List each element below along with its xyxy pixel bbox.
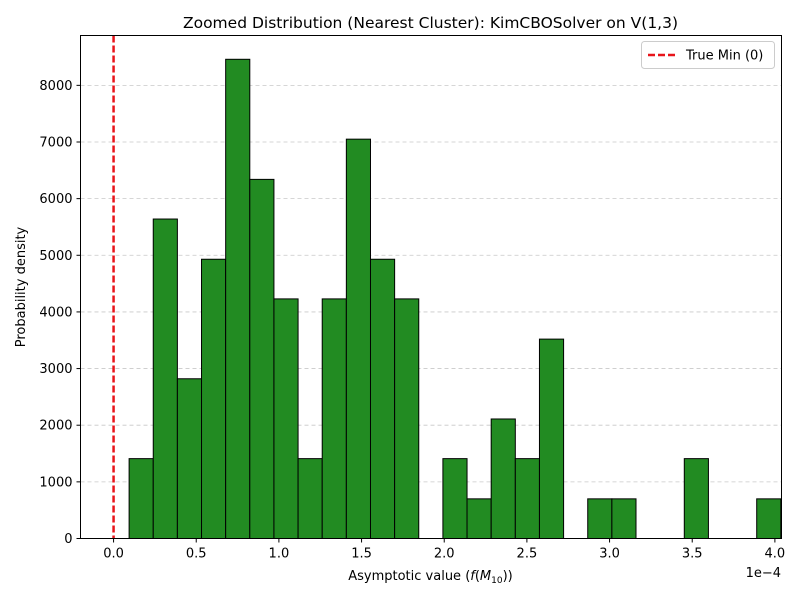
histogram-bar	[490, 418, 516, 540]
histogram-bar	[128, 458, 154, 539]
histogram-bar	[152, 218, 178, 539]
legend: True Min (0)	[641, 41, 775, 69]
histogram-bar	[683, 458, 709, 539]
histogram-bar	[611, 498, 637, 539]
histogram-bars	[128, 58, 782, 540]
histogram-bar	[176, 378, 203, 539]
x-tick-label: 3.0	[599, 547, 620, 562]
y-tick-label: 5000	[39, 249, 72, 264]
y-axis-ticks: 0 1000 2000 3000 4000 5000 6000 7000 8000	[39, 79, 81, 547]
histogram-bar	[225, 58, 251, 540]
x-tick-label: 2.0	[434, 547, 455, 562]
y-tick-label: 4000	[39, 305, 72, 320]
histogram-bar	[442, 458, 468, 539]
histogram-bar	[538, 338, 565, 539]
y-gridlines	[80, 84, 782, 483]
y-axis-label: Probability density	[14, 226, 29, 347]
y-tick-label: 0	[64, 532, 72, 547]
chart-title: Zoomed Distribution (Nearest Cluster): K…	[183, 14, 678, 32]
x-tick-label: 1.5	[351, 547, 372, 562]
histogram-bar	[369, 258, 396, 539]
x-tick-label: 0.0	[103, 547, 124, 562]
histogram-bar	[345, 138, 371, 539]
plot-frame	[80, 35, 782, 539]
legend-box	[641, 41, 775, 69]
y-tick-label: 1000	[39, 475, 72, 490]
legend-entry-label: True Min (0)	[685, 49, 763, 64]
x-tick-label: 2.5	[517, 547, 538, 562]
histogram-bar	[587, 498, 613, 539]
histogram-bar	[201, 258, 227, 539]
histogram-bar	[466, 498, 492, 539]
histogram-bar	[394, 298, 420, 539]
x-tick-label: 4.0	[765, 547, 786, 562]
histogram-bar	[273, 298, 299, 539]
x-tick-label: 1.0	[269, 547, 290, 562]
x-tick-label: 3.5	[682, 547, 703, 562]
y-tick-label: 6000	[39, 192, 72, 207]
y-tick-label: 8000	[39, 79, 72, 94]
histogram-bar	[297, 458, 323, 539]
y-tick-label: 2000	[39, 419, 72, 434]
x-tick-label: 0.5	[186, 547, 207, 562]
histogram-bar	[249, 178, 275, 539]
y-tick-label: 7000	[39, 135, 72, 150]
x-axis-label: Asymptotic value (f(M10))	[348, 569, 513, 586]
y-tick-label: 3000	[39, 362, 72, 377]
x-axis-offset-label: 1e−4	[746, 566, 781, 581]
histogram-bar	[514, 458, 540, 539]
x-axis-ticks: 0.0 0.5 1.0 1.5 2.0 2.5 3.0 3.5 4.0	[103, 538, 786, 562]
histogram-bar	[321, 298, 347, 539]
histogram-bar	[756, 498, 782, 539]
